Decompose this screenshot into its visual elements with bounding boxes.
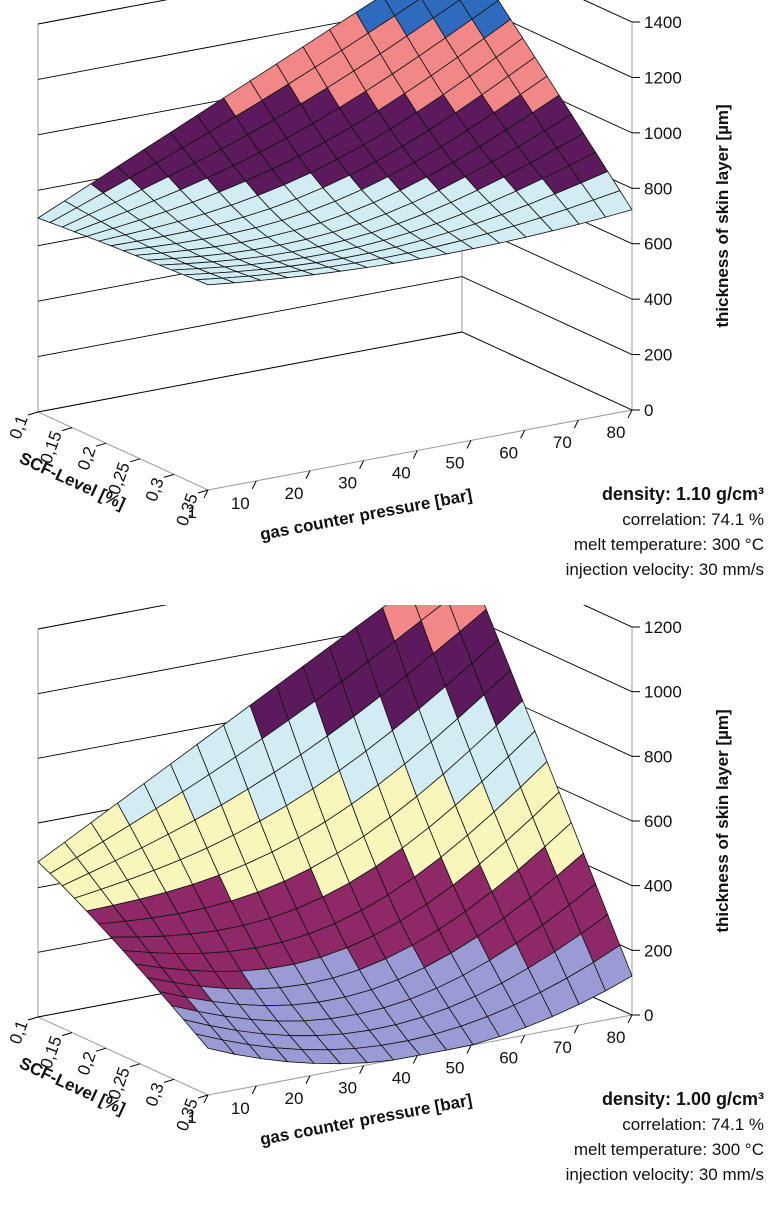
- z-axis: 0 200 400 600 800 1000 1200 1400 thickness of sk…: [632, 13, 732, 420]
- info-melt-temperature: melt temperature: 300 °C: [574, 535, 764, 554]
- z-tick-label: 600: [644, 812, 672, 831]
- x-tick-label: 30: [338, 1079, 357, 1098]
- z-tick-label: 800: [644, 747, 672, 766]
- z-gridline: [37, 0, 633, 80]
- surface-mesh: [37, 0, 633, 286]
- z-tick-label: 1200: [644, 68, 682, 87]
- info-block: density: 1.00 g/cm³ correlation: 74.1 % me…: [566, 1089, 764, 1184]
- z-tick-label: 0: [644, 401, 653, 420]
- z-tick-label: 0: [644, 1006, 653, 1025]
- x-tick-label: 20: [285, 484, 304, 503]
- x-tick: [627, 1014, 633, 1024]
- surface-cell: [194, 1033, 236, 1055]
- info-melt-temperature: melt temperature: 300 °C: [574, 1140, 764, 1159]
- y-tick-label: 0,1: [6, 413, 32, 442]
- y-tick-label: 0,2: [74, 444, 100, 473]
- x-tick: [251, 1085, 257, 1095]
- x-tick: [627, 409, 633, 419]
- chart-bottom-density-100: 0 200 400 600 800 1000 1200 thickness of skin l…: [0, 605, 769, 1210]
- y-tick-label: 0,35: [173, 1096, 202, 1134]
- y-tick: [163, 473, 175, 478]
- y-tick: [197, 1094, 209, 1099]
- info-correlation: correlation: 74.1 %: [622, 1115, 764, 1134]
- info-density: density: 1.10 g/cm³: [602, 484, 764, 504]
- y-tick-label: 0,2: [74, 1049, 100, 1078]
- surface-plot-top: 0 200 400 600 800 1000 1200 1400 thickness of sk…: [6, 0, 764, 579]
- x-tick-label: 50: [446, 1058, 465, 1077]
- z-tick-label: 400: [644, 290, 672, 309]
- x-tick-label: 1: [187, 503, 196, 522]
- x-tick-label: 40: [392, 464, 411, 483]
- x-tick: [359, 460, 365, 469]
- x-tick-label: 30: [338, 474, 357, 493]
- z-tick-label: 200: [644, 941, 672, 960]
- x-tick-label: 70: [553, 1038, 572, 1057]
- x-tick: [251, 480, 257, 490]
- z-tick-label: 800: [644, 179, 672, 198]
- surface-cell: [195, 277, 235, 286]
- info-density: density: 1.00 g/cm³: [602, 1089, 764, 1109]
- y-tick-label: 0,35: [173, 491, 202, 529]
- z-gridline: [37, 276, 633, 358]
- z-tick-label: 600: [644, 235, 672, 254]
- y-tick: [129, 458, 141, 463]
- x-tick: [203, 489, 209, 499]
- chart-top-density-110: 0 200 400 600 800 1000 1200 1400 thickness of sk…: [6, 0, 764, 579]
- x-tick-label: 20: [285, 1089, 304, 1108]
- y-tick: [27, 411, 39, 416]
- x-tick: [466, 1045, 472, 1054]
- x-tick-label: 40: [392, 1069, 411, 1088]
- y-tick-label: 0,1: [6, 1018, 32, 1047]
- y-tick: [61, 427, 73, 432]
- x-tick-label: 70: [553, 433, 572, 452]
- y-tick-label: 0,3: [142, 1080, 168, 1109]
- y-tick: [129, 1063, 141, 1068]
- x-tick-label: 80: [607, 423, 626, 442]
- z-axis: 0 200 400 600 800 1000 1200 thickness of skin l…: [632, 618, 732, 1025]
- y-tick: [163, 1078, 175, 1083]
- y-tick: [61, 1032, 73, 1037]
- surface-plot-bottom: 0 200 400 600 800 1000 1200 thickness of skin l…: [6, 605, 764, 1184]
- x-tick-label: 10: [231, 494, 250, 513]
- x-tick: [520, 430, 526, 439]
- info-block: density: 1.10 g/cm³ correlation: 74.1 % me…: [566, 484, 764, 579]
- x-tick-label: 80: [607, 1028, 626, 1047]
- y-tick: [197, 489, 209, 494]
- info-injection-velocity: injection velocity: 30 mm/s: [566, 1165, 764, 1184]
- y-tick: [95, 1047, 107, 1052]
- x-tick: [573, 1024, 579, 1034]
- x-tick-label: 10: [231, 1099, 250, 1118]
- z-axis-title: thickness of skin layer [µm]: [713, 709, 732, 932]
- z-tick-label: 1000: [644, 683, 682, 702]
- x-tick: [203, 1094, 209, 1104]
- info-injection-velocity: injection velocity: 30 mm/s: [566, 560, 764, 579]
- x-tick: [466, 440, 472, 449]
- surface-mesh: [37, 605, 633, 1065]
- z-axis-title: thickness of skin layer [µm]: [713, 104, 732, 327]
- x-tick: [573, 419, 579, 429]
- z-tick-label: 1400: [644, 13, 682, 32]
- x-tick: [305, 470, 311, 479]
- z-tick-label: 1000: [644, 124, 682, 143]
- z-gridline: [37, 331, 633, 413]
- x-tick-label: 60: [499, 443, 518, 462]
- x-tick-label: 50: [446, 453, 465, 472]
- x-tick: [412, 450, 418, 459]
- x-tick: [520, 1035, 526, 1044]
- x-tick: [359, 1065, 365, 1074]
- z-tick-label: 400: [644, 877, 672, 896]
- x-tick-label: 60: [499, 1048, 518, 1067]
- x-tick-label: 1: [187, 1108, 196, 1127]
- y-tick-label: 0,3: [142, 475, 168, 504]
- x-tick: [305, 1075, 311, 1084]
- z-tick-label: 1200: [644, 618, 682, 637]
- y-tick: [95, 442, 107, 447]
- info-correlation: correlation: 74.1 %: [622, 510, 764, 529]
- y-tick: [27, 1016, 39, 1021]
- z-tick-label: 200: [644, 346, 672, 365]
- x-tick: [412, 1055, 418, 1064]
